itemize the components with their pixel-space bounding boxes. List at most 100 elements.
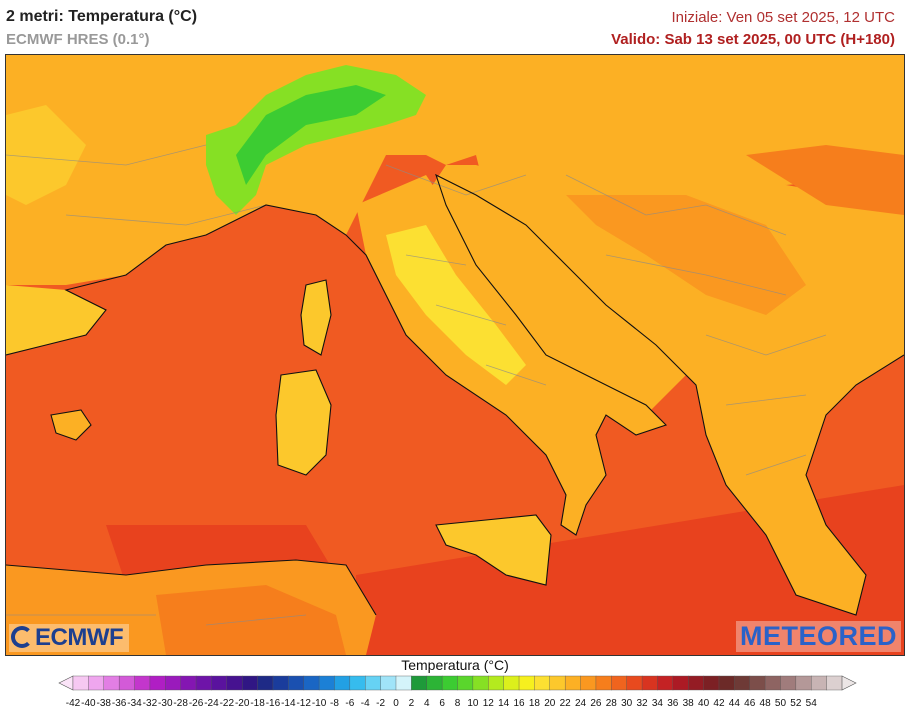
legend-tick-label: 46 — [744, 698, 756, 709]
legend-swatch — [488, 675, 505, 691]
legend-swatch — [257, 675, 274, 691]
legend-swatch — [534, 675, 551, 691]
legend-tick-label: 44 — [729, 698, 741, 709]
legend-tick-label: 32 — [636, 698, 648, 709]
legend-swatch — [518, 675, 535, 691]
legend-tick-label: -26 — [189, 698, 204, 709]
legend-tick-label: -14 — [281, 698, 296, 709]
valid-time: Valido: Sab 13 set 2025, 00 UTC (H+180) — [611, 31, 895, 48]
legend-swatch — [703, 675, 720, 691]
legend-tick-label: 4 — [424, 698, 430, 709]
legend-tick-label: -34 — [127, 698, 142, 709]
legend-swatch — [395, 675, 412, 691]
legend-swatch — [211, 675, 228, 691]
legend-swatch — [226, 675, 243, 691]
region-borders — [6, 144, 827, 626]
legend-swatch — [118, 675, 136, 691]
legend-tick-label: -42 — [66, 698, 81, 709]
legend-tick-label: 12 — [483, 698, 495, 709]
legend-swatch — [72, 675, 89, 691]
legend-tick-label: 54 — [806, 698, 818, 709]
legend-swatch — [688, 675, 705, 691]
legend-tick-label: 0 — [393, 698, 399, 709]
map-canvas — [6, 55, 904, 655]
alps-peaks — [236, 85, 386, 185]
legend-tick-label: -30 — [158, 698, 173, 709]
ecmwf-logo: ECMWF — [9, 624, 130, 652]
legend-tick-label: -10 — [312, 698, 327, 709]
model-label: ECMWF HRES (0.1°) — [6, 31, 150, 48]
legend-swatch — [195, 675, 212, 691]
legend-swatch — [657, 675, 674, 691]
legend-arrow-low — [58, 675, 74, 691]
legend-swatch — [549, 675, 566, 691]
legend-tick-label: 16 — [513, 698, 525, 709]
map-title: 2 metri: Temperatura (°C) — [6, 8, 198, 25]
legend-tick-label: 24 — [575, 698, 587, 709]
legend-swatch — [780, 675, 797, 691]
legend-tick-label: 26 — [590, 698, 602, 709]
land-east — [746, 145, 904, 215]
legend-tick-label: -8 — [330, 698, 339, 709]
legend-tick-label: 40 — [698, 698, 710, 709]
legend-tick-label: 20 — [544, 698, 556, 709]
legend-swatch — [303, 675, 320, 691]
legend-tick-label: 6 — [439, 698, 445, 709]
legend-swatch — [503, 675, 520, 691]
legend-swatch — [795, 675, 812, 691]
legend-tick-label: 18 — [529, 698, 541, 709]
apennines — [386, 225, 526, 385]
legend-swatch — [149, 675, 166, 691]
legend-tick-label: 36 — [667, 698, 679, 709]
coastlines — [6, 173, 904, 616]
legend-swatch — [349, 675, 366, 691]
legend-tick-label: -20 — [235, 698, 250, 709]
baleares — [51, 410, 91, 440]
legend-tick-label: -6 — [345, 698, 354, 709]
legend-swatch — [165, 675, 182, 691]
legend-swatch — [718, 675, 735, 691]
legend-swatch — [764, 675, 781, 691]
legend-tick-label: -16 — [266, 698, 281, 709]
legend-swatch — [441, 675, 458, 691]
legend-tick-label: 30 — [621, 698, 633, 709]
legend-tick-label: 8 — [455, 698, 461, 709]
sicily — [436, 515, 551, 585]
meteored-logo[interactable]: METEORED — [735, 621, 901, 652]
ecmwf-logo-text: ECMWF — [35, 624, 124, 651]
africa-warm — [156, 585, 346, 655]
legend-tick-label: 34 — [652, 698, 664, 709]
legend-tick-label: -40 — [81, 698, 96, 709]
legend-swatch — [641, 675, 658, 691]
sardinia — [276, 370, 331, 475]
legend-tick-label: -22 — [220, 698, 235, 709]
legend-tick-label: -2 — [376, 698, 385, 709]
legend-swatch — [180, 675, 197, 691]
legend-bar — [58, 675, 857, 691]
legend-swatch — [580, 675, 597, 691]
legend-swatch — [564, 675, 582, 691]
legend-swatch — [826, 675, 843, 691]
init-time: Iniziale: Ven 05 set 2025, 12 UTC — [671, 9, 895, 26]
legend-swatch — [611, 675, 628, 691]
legend-tick-label: 52 — [790, 698, 802, 709]
corsica — [301, 280, 331, 355]
legend-swatch — [241, 675, 259, 691]
legend-tick-label: -18 — [250, 698, 265, 709]
legend-swatch — [472, 675, 489, 691]
legend-tick-label: -12 — [296, 698, 311, 709]
legend-tick-label: 14 — [498, 698, 510, 709]
legend-tick-label: -24 — [204, 698, 219, 709]
massif-central — [6, 105, 86, 205]
ecmwf-logo-icon — [11, 626, 33, 648]
legend-tick-label: 48 — [760, 698, 772, 709]
legend-swatch — [457, 675, 474, 691]
legend-tick-label: 22 — [560, 698, 572, 709]
legend-tick-label: -28 — [173, 698, 188, 709]
legend-arrow-high — [841, 675, 857, 691]
legend-swatch — [134, 675, 151, 691]
legend-swatch — [288, 675, 305, 691]
legend-swatch — [334, 675, 351, 691]
legend-swatch — [595, 675, 612, 691]
temperature-map[interactable]: ECMWF METEORED — [5, 54, 905, 656]
